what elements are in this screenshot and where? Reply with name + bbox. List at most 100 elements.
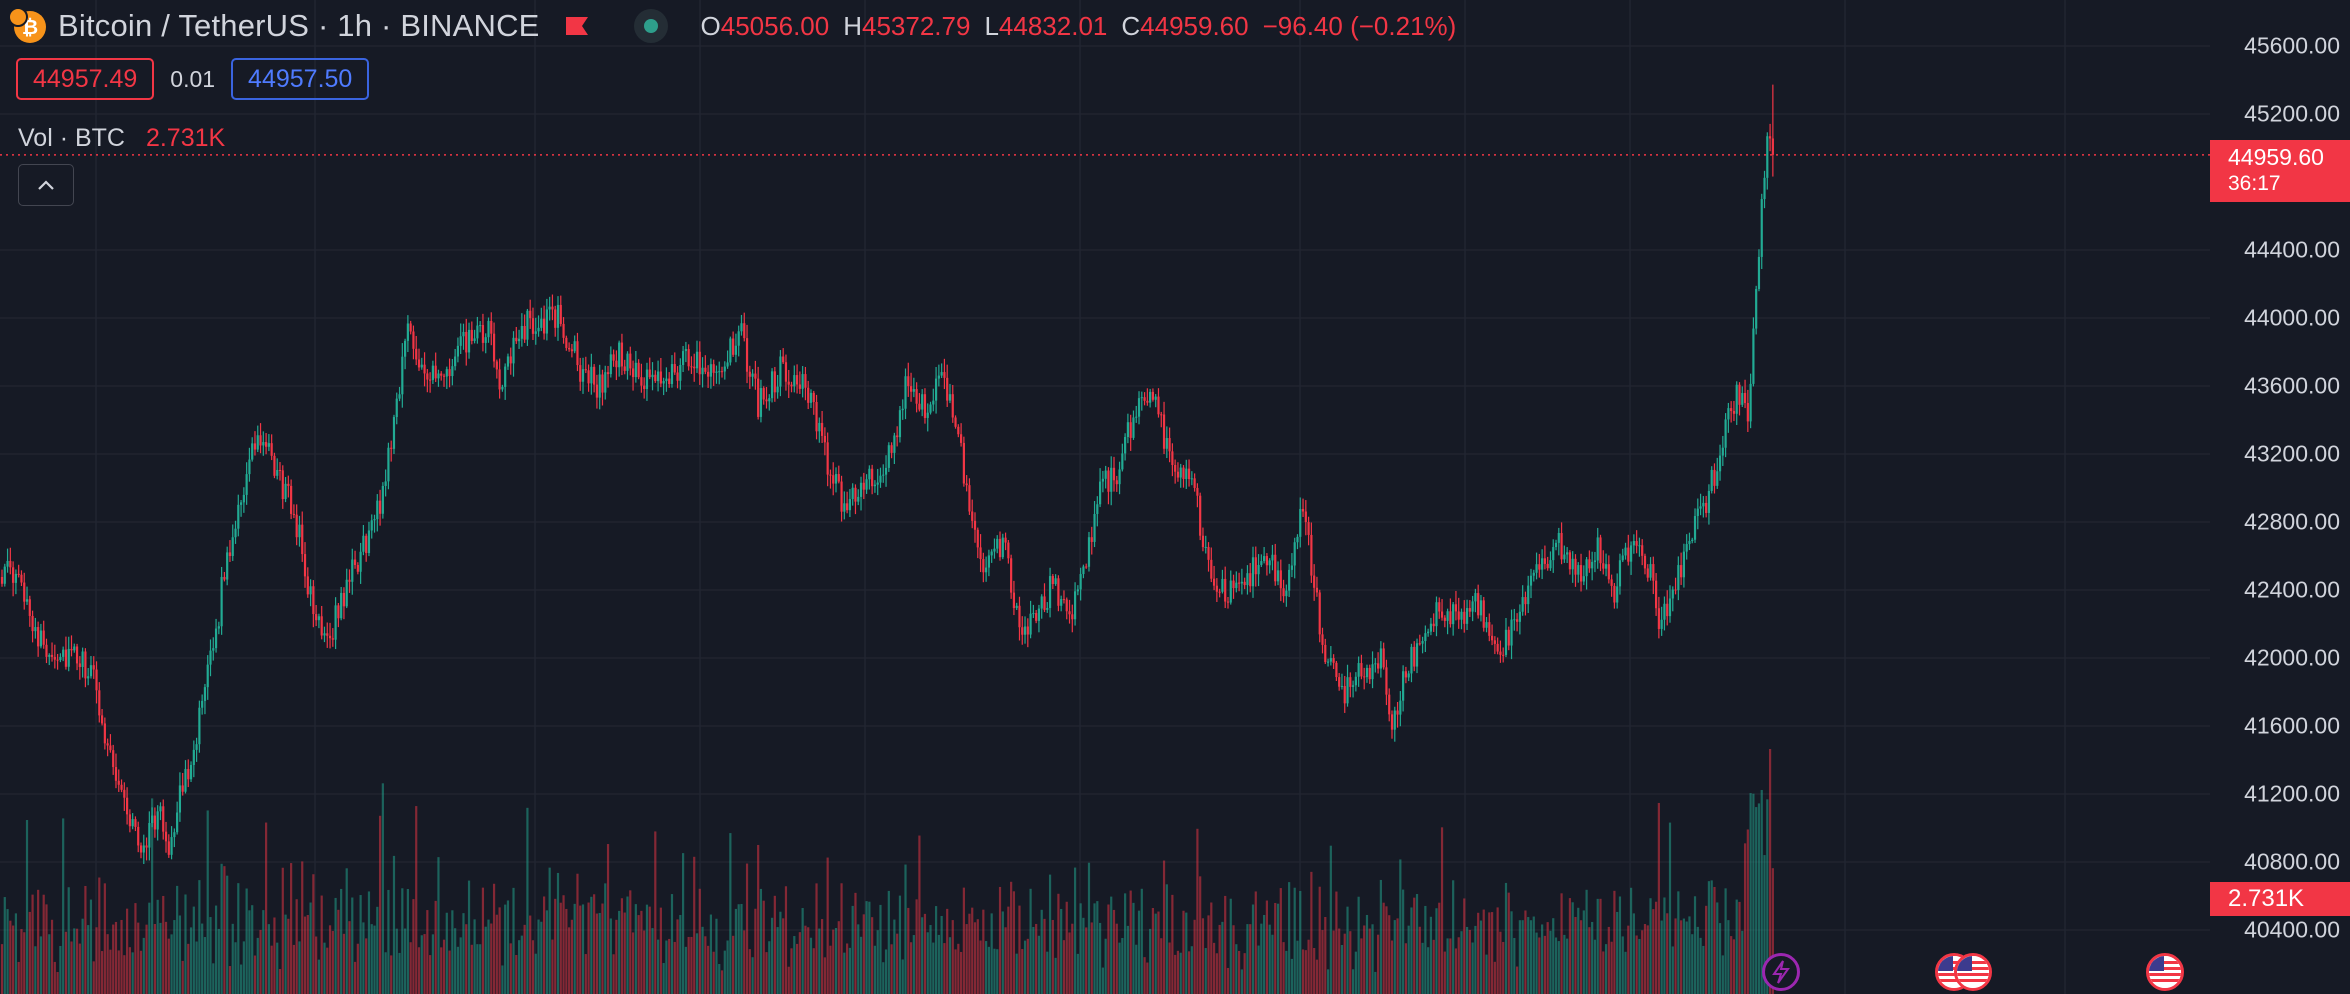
candle-body [295, 514, 298, 538]
candle-body [1710, 469, 1713, 491]
candle-body [846, 503, 849, 511]
candle-body [996, 538, 999, 549]
volume-bar [320, 895, 323, 994]
candle-body [904, 376, 907, 409]
volume-bar [145, 924, 148, 994]
candle-body [807, 387, 810, 403]
volume-bar [1752, 793, 1755, 994]
volume-legend[interactable]: Vol · BTC 2.731K [18, 124, 225, 153]
candle-body [92, 665, 95, 670]
candle-body [1071, 614, 1074, 620]
volume-bar [584, 954, 587, 994]
volume-bar [1543, 935, 1546, 994]
candle-body [626, 353, 629, 371]
candle-body [534, 331, 537, 334]
volume-bar [921, 917, 924, 994]
candle-body [1682, 551, 1685, 578]
lightning-event-marker[interactable] [1762, 953, 1800, 991]
volume-bar [887, 890, 890, 994]
volume-bar [548, 867, 551, 994]
volume-bar [345, 868, 348, 994]
candle-body [896, 435, 899, 438]
candle-body [1732, 411, 1736, 414]
us-event-marker[interactable] [2146, 953, 2184, 991]
volume-bar [37, 889, 40, 994]
market-open-dot [643, 19, 658, 33]
candle-body [834, 474, 838, 484]
candle-body [139, 845, 143, 853]
candle-body [34, 627, 37, 632]
volume-bar [1415, 894, 1419, 994]
volume-bar [773, 895, 776, 994]
candle-body [1112, 467, 1116, 481]
volume-bar [1393, 920, 1396, 994]
candle-body [1591, 561, 1594, 569]
candle-body [1304, 511, 1307, 523]
candle-body [278, 470, 282, 472]
buy-button[interactable]: 44957.50 [231, 58, 370, 100]
volume-bar [1582, 910, 1585, 994]
candle-body [492, 333, 496, 362]
volume-bar [1674, 918, 1677, 994]
volume-bar [1741, 930, 1744, 994]
candle-body [1365, 667, 1369, 678]
candle-body [651, 374, 654, 378]
candle-body [342, 592, 346, 607]
sell-button[interactable]: 44957.49 [16, 58, 155, 100]
volume-bar [253, 955, 257, 994]
candle-body [515, 337, 518, 342]
volume-bar [1304, 950, 1307, 994]
candle-body [178, 785, 182, 813]
candle-body [704, 367, 707, 372]
volume-bar [568, 927, 571, 994]
volume-bar [356, 943, 359, 994]
us-event-marker[interactable] [1954, 953, 1992, 991]
candle-body [242, 494, 245, 503]
market-status-icon[interactable] [633, 9, 668, 43]
volume-bar [1554, 937, 1558, 994]
candle-body [426, 373, 429, 380]
volume-bar [167, 938, 170, 994]
volume-bar [1432, 939, 1435, 994]
candle-body [609, 354, 612, 375]
collapse-legend-button[interactable] [18, 164, 74, 206]
candle-body [103, 723, 106, 744]
candle-body [843, 503, 846, 512]
volume-bar [479, 944, 482, 994]
volume-bar [445, 912, 448, 994]
bitcoin-icon[interactable]: ₿ [8, 7, 46, 43]
candle-body [1276, 570, 1280, 582]
volume-bar [740, 903, 743, 994]
volume-bar [1346, 906, 1349, 994]
volume-bar [1238, 950, 1241, 994]
volume-bar [420, 935, 423, 994]
candle-body [1643, 555, 1647, 569]
volume-bar [593, 894, 596, 994]
candle-body [1499, 651, 1502, 655]
candle-body [1060, 599, 1063, 606]
candle-body [1335, 662, 1338, 678]
candle-body [1279, 570, 1282, 589]
candle-body [20, 574, 23, 583]
volume-bar [1521, 920, 1524, 994]
candle-body [1646, 568, 1649, 578]
candle-body [353, 559, 357, 565]
volume-bar [1666, 913, 1669, 994]
volume-bar [840, 883, 843, 994]
candle-body [1143, 397, 1146, 401]
volume-bar [1121, 937, 1124, 994]
volume-bar [770, 917, 774, 994]
candle-body [0, 576, 4, 584]
candle-body [1655, 580, 1658, 609]
candle-body [859, 482, 863, 497]
candle-body [715, 371, 718, 373]
volume-bar [854, 892, 857, 994]
volume-bar [512, 887, 515, 994]
candle-body [470, 329, 473, 341]
candle-body [962, 442, 965, 484]
symbol-title[interactable]: Bitcoin / TetherUS · 1h · BINANCE [58, 8, 540, 43]
volume-bar [529, 915, 532, 994]
flag-icon[interactable] [564, 15, 590, 37]
candle-body [381, 485, 384, 514]
